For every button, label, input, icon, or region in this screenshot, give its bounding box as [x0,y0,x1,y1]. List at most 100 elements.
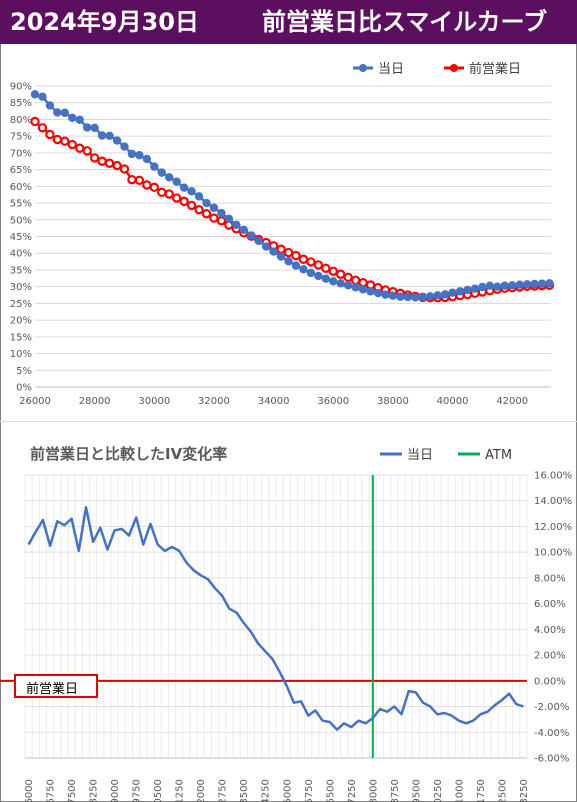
data-point [209,203,219,212]
data-point [149,182,160,193]
x-tick-label: 35750 [304,779,315,802]
data-point [89,153,100,163]
data-point [75,115,84,124]
data-point [358,285,368,294]
data-point [283,247,294,258]
data-point [216,216,227,226]
legend-label: ATM [485,448,512,463]
x-tick-label: 37250 [347,779,358,802]
data-point [187,187,196,196]
data-point [157,168,166,177]
data-point [52,134,63,145]
data-point [336,279,345,288]
y-tick-label: 16.00% [534,471,572,482]
data-point [45,129,55,140]
x-tick-label: 38000 [377,396,409,407]
y-tick-label: 40% [10,249,32,260]
data-point [426,292,435,301]
x-tick-label: 32750 [218,779,229,802]
data-point [82,146,92,156]
series-line [27,505,524,731]
data-point [299,265,308,274]
y-tick-label: 10% [10,349,32,360]
data-point [135,151,144,160]
data-point [97,131,107,140]
y-tick-label: 0% [16,383,32,394]
legend-label: 当日 [378,62,404,77]
data-point [217,208,226,218]
x-tick-label: 26000 [24,779,35,802]
data-point [522,280,532,289]
y-tick-label: 25% [10,299,32,310]
x-tick-label: 38750 [390,779,401,802]
data-point [373,288,383,298]
data-point [165,173,174,182]
data-point [127,174,137,185]
data-point [254,236,263,246]
data-point [493,282,502,291]
data-point [403,292,413,302]
x-tick-label: 32000 [196,779,207,802]
y-tick-label: 80% [10,115,32,126]
legend-label: 前営業日 [469,61,521,77]
y-tick-label: 45% [10,232,32,243]
y-tick-label: 90% [10,82,32,93]
data-point [321,263,331,273]
header-title: 前営業日比スマイルカーブ [262,8,548,36]
data-point [68,113,77,122]
data-point [351,283,360,292]
data-point [418,292,427,302]
data-point [150,162,159,171]
y-tick-label: 50% [10,215,32,226]
header-date: 2024年9月30日 [10,8,199,36]
iv-change-chart: 前営業日と比較したIV変化率 16.00% 14.00% 12.00% 10.00% 8.… [0,445,572,802]
x-tick-label: 40000 [437,396,469,407]
y-tick-label: 65% [10,165,32,176]
data-point [171,193,182,203]
data-point [396,292,405,301]
x-tick-label: 29750 [132,779,143,802]
data-point [463,285,472,295]
data-point [313,260,324,270]
data-point [388,291,398,300]
data-point [321,274,331,283]
data-point [448,288,457,297]
data-point [38,92,47,101]
series-line [34,120,550,299]
data-point [142,154,152,164]
reference-label-box: 前営業日 [14,674,98,698]
smile-curve-chart: 0% 5% 10% 15% 20% 25% 30% 35% 40% 45% 50% 55% 60% 65%… [10,61,555,407]
data-point [90,123,99,133]
data-point [60,108,70,117]
data-point [291,250,301,261]
x-tick-label: 40250 [433,779,444,802]
x-tick-label: 41750 [476,779,487,802]
x-tick-label: 42500 [497,779,508,802]
data-point [381,290,390,299]
data-point [127,149,137,159]
x-tick-label: 43250 [519,779,530,802]
data-point [485,281,495,290]
data-point [329,277,338,286]
data-point [179,196,189,207]
x-tick-label: 26000 [19,396,51,407]
data-point [478,282,487,292]
data-point [276,252,286,261]
x-tick-label: 39500 [411,779,422,802]
data-point [455,287,465,296]
data-point [172,177,181,186]
y-tick-label: 0.00% [534,676,566,687]
data-point [119,164,130,174]
x-tick-label: 30000 [138,396,170,407]
data-point [284,257,293,266]
data-point [134,175,145,186]
data-point [224,214,234,223]
chart-title: 前営業日と比較したIV変化率 [30,445,227,463]
y-tick-label: 60% [10,182,32,193]
data-point [276,244,286,254]
x-tick-label: 30500 [153,779,164,802]
x-tick-label: 36500 [325,779,336,802]
data-point [30,90,40,99]
data-point [261,242,271,251]
